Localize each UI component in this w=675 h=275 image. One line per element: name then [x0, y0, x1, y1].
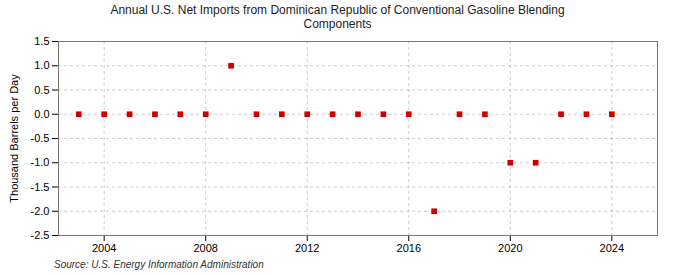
svg-text:0.5: 0.5 [34, 84, 49, 96]
svg-text:1.0: 1.0 [34, 59, 49, 71]
svg-text:-1.0: -1.0 [31, 156, 50, 168]
svg-text:-2.0: -2.0 [31, 205, 50, 217]
svg-text:2016: 2016 [397, 242, 421, 254]
svg-text:-2.5: -2.5 [31, 229, 50, 241]
html-text:Source: U.S. Energy Informatio: Source: U.S. Energy Information Administ… [54, 259, 264, 270]
svg-text:2004: 2004 [92, 242, 116, 254]
svg-text:2024: 2024 [600, 242, 624, 254]
svg-text:-1.5: -1.5 [31, 181, 50, 193]
svg-text:1.5: 1.5 [34, 35, 49, 47]
svg-text:2012: 2012 [295, 242, 319, 254]
svg-text:2008: 2008 [193, 242, 217, 254]
svg-text:0.0: 0.0 [34, 108, 49, 120]
svg-text:2020: 2020 [498, 242, 522, 254]
html-text:Annual U.S. Net Imports from D: Annual U.S. Net Imports from Dominican R… [110, 3, 565, 31]
svg-text:-0.5: -0.5 [31, 132, 50, 144]
svg-text:Thousand Barrels per Day: Thousand Barrels per Day [8, 74, 20, 203]
